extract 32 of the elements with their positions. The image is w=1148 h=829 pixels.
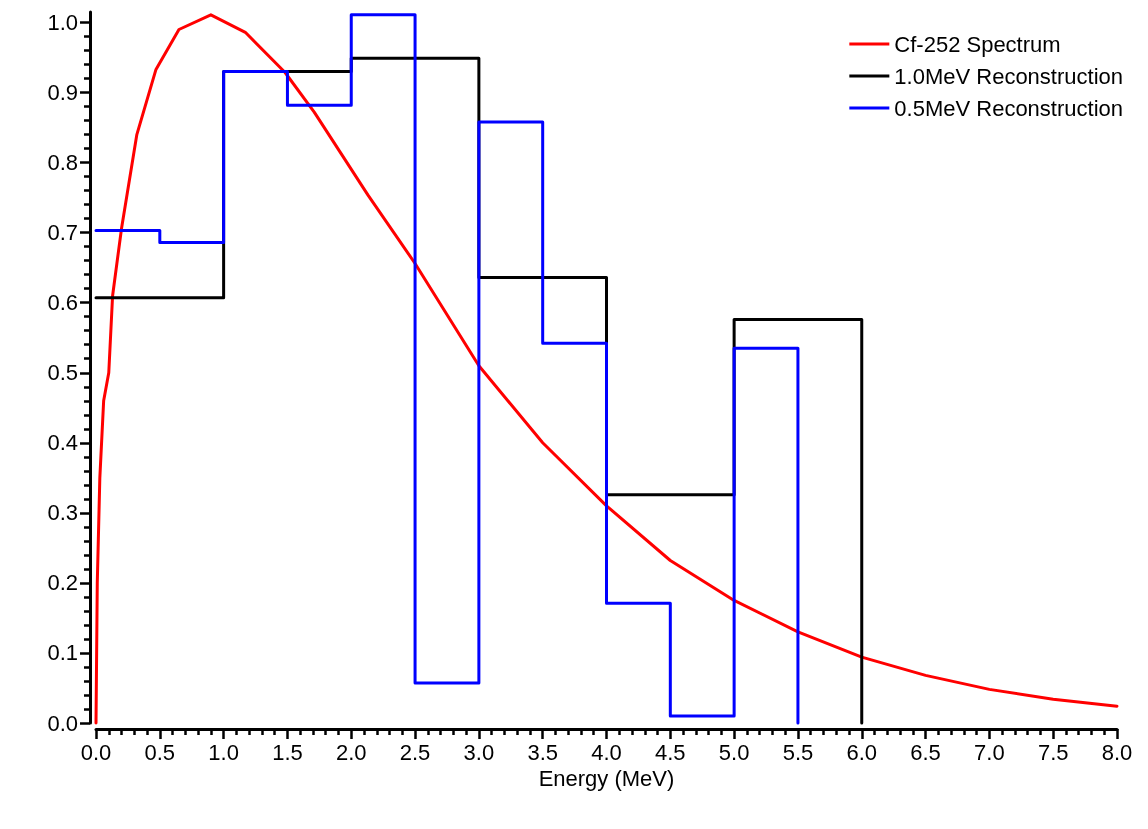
y-tick-label: 0.6 (47, 290, 78, 316)
y-tick-label: 0.0 (47, 710, 78, 736)
x-tick-label: 6.0 (846, 739, 878, 765)
x-tick-label: 1.5 (272, 739, 303, 765)
x-tick-label: 2.0 (335, 739, 367, 765)
legend-label: 0.5MeV Reconstruction (894, 95, 1123, 121)
x-tick-label: 3.0 (463, 739, 495, 765)
x-tick-label: 3.5 (527, 739, 558, 765)
y-tick-label: 0.3 (47, 500, 78, 526)
y-tick-label: 0.4 (47, 430, 78, 456)
legend-label: Cf-252 Spectrum (894, 31, 1061, 57)
x-tick-label: 5.5 (782, 739, 814, 765)
y-tick-label: 1.0 (47, 10, 78, 36)
y-tick-label: 0.2 (47, 570, 78, 596)
x-tick-label: 5.0 (718, 739, 750, 765)
x-tick-label: 0.5 (144, 739, 176, 765)
x-tick-label: 2.5 (399, 739, 431, 765)
x-tick-label: 7.5 (1037, 739, 1069, 765)
y-tick-label: 0.1 (47, 640, 78, 666)
x-tick-label: 1.0 (208, 739, 239, 765)
x-tick-label: 0.0 (80, 739, 112, 765)
x-tick-label: 7.0 (974, 739, 1005, 765)
legend-label: 1.0MeV Reconstruction (894, 63, 1123, 89)
x-tick-label: 4.0 (591, 739, 622, 765)
y-tick-label: 0.5 (47, 360, 78, 386)
y-tick-label: 0.7 (47, 220, 78, 246)
x-tick-label: 6.5 (910, 739, 941, 765)
y-tick-label: 0.8 (47, 150, 78, 176)
y-tick-label: 0.9 (47, 80, 78, 106)
x-axis-title: Energy (MeV) (538, 766, 675, 792)
x-tick-label: 4.5 (655, 739, 686, 765)
x-tick-label: 8.0 (1101, 739, 1133, 765)
